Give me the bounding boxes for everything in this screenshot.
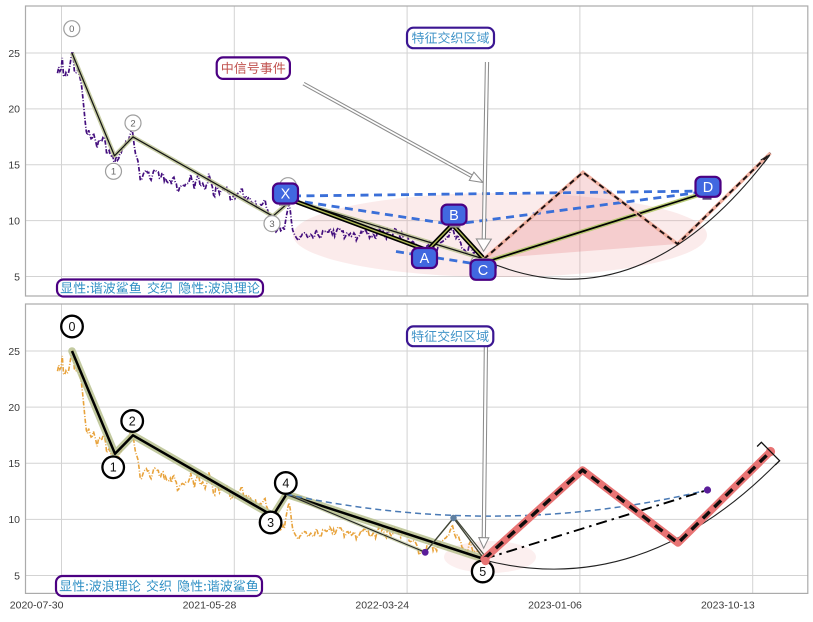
- svg-text:4: 4: [282, 476, 289, 490]
- svg-text:2023-10-13: 2023-10-13: [701, 600, 755, 612]
- svg-text:5: 5: [14, 570, 20, 582]
- svg-text:20: 20: [8, 104, 20, 116]
- svg-text:10: 10: [8, 215, 20, 227]
- svg-text:1: 1: [110, 461, 117, 475]
- svg-text:5: 5: [479, 565, 486, 579]
- svg-text:25: 25: [8, 48, 20, 60]
- svg-text:20: 20: [8, 402, 20, 414]
- svg-text:X: X: [281, 187, 291, 203]
- svg-text:2021-05-28: 2021-05-28: [183, 600, 237, 612]
- svg-text:C: C: [478, 263, 488, 279]
- svg-text:2022-03-24: 2022-03-24: [355, 600, 409, 612]
- svg-text:2: 2: [130, 118, 135, 129]
- svg-text:15: 15: [8, 160, 20, 172]
- svg-text:3: 3: [269, 219, 274, 230]
- svg-text:0: 0: [69, 320, 76, 334]
- svg-text:2: 2: [129, 414, 136, 428]
- svg-text:0: 0: [69, 24, 74, 35]
- svg-text:15: 15: [8, 458, 20, 470]
- svg-text:5: 5: [14, 271, 20, 283]
- svg-text:25: 25: [8, 346, 20, 358]
- svg-text:2023-01-06: 2023-01-06: [528, 600, 582, 612]
- svg-text:3: 3: [267, 516, 274, 530]
- svg-text:D: D: [703, 180, 713, 196]
- svg-text:1: 1: [111, 167, 116, 178]
- svg-text:B: B: [449, 208, 459, 224]
- svg-text:2020-07-30: 2020-07-30: [10, 600, 64, 612]
- svg-text:10: 10: [8, 514, 20, 526]
- svg-text:A: A: [420, 251, 430, 267]
